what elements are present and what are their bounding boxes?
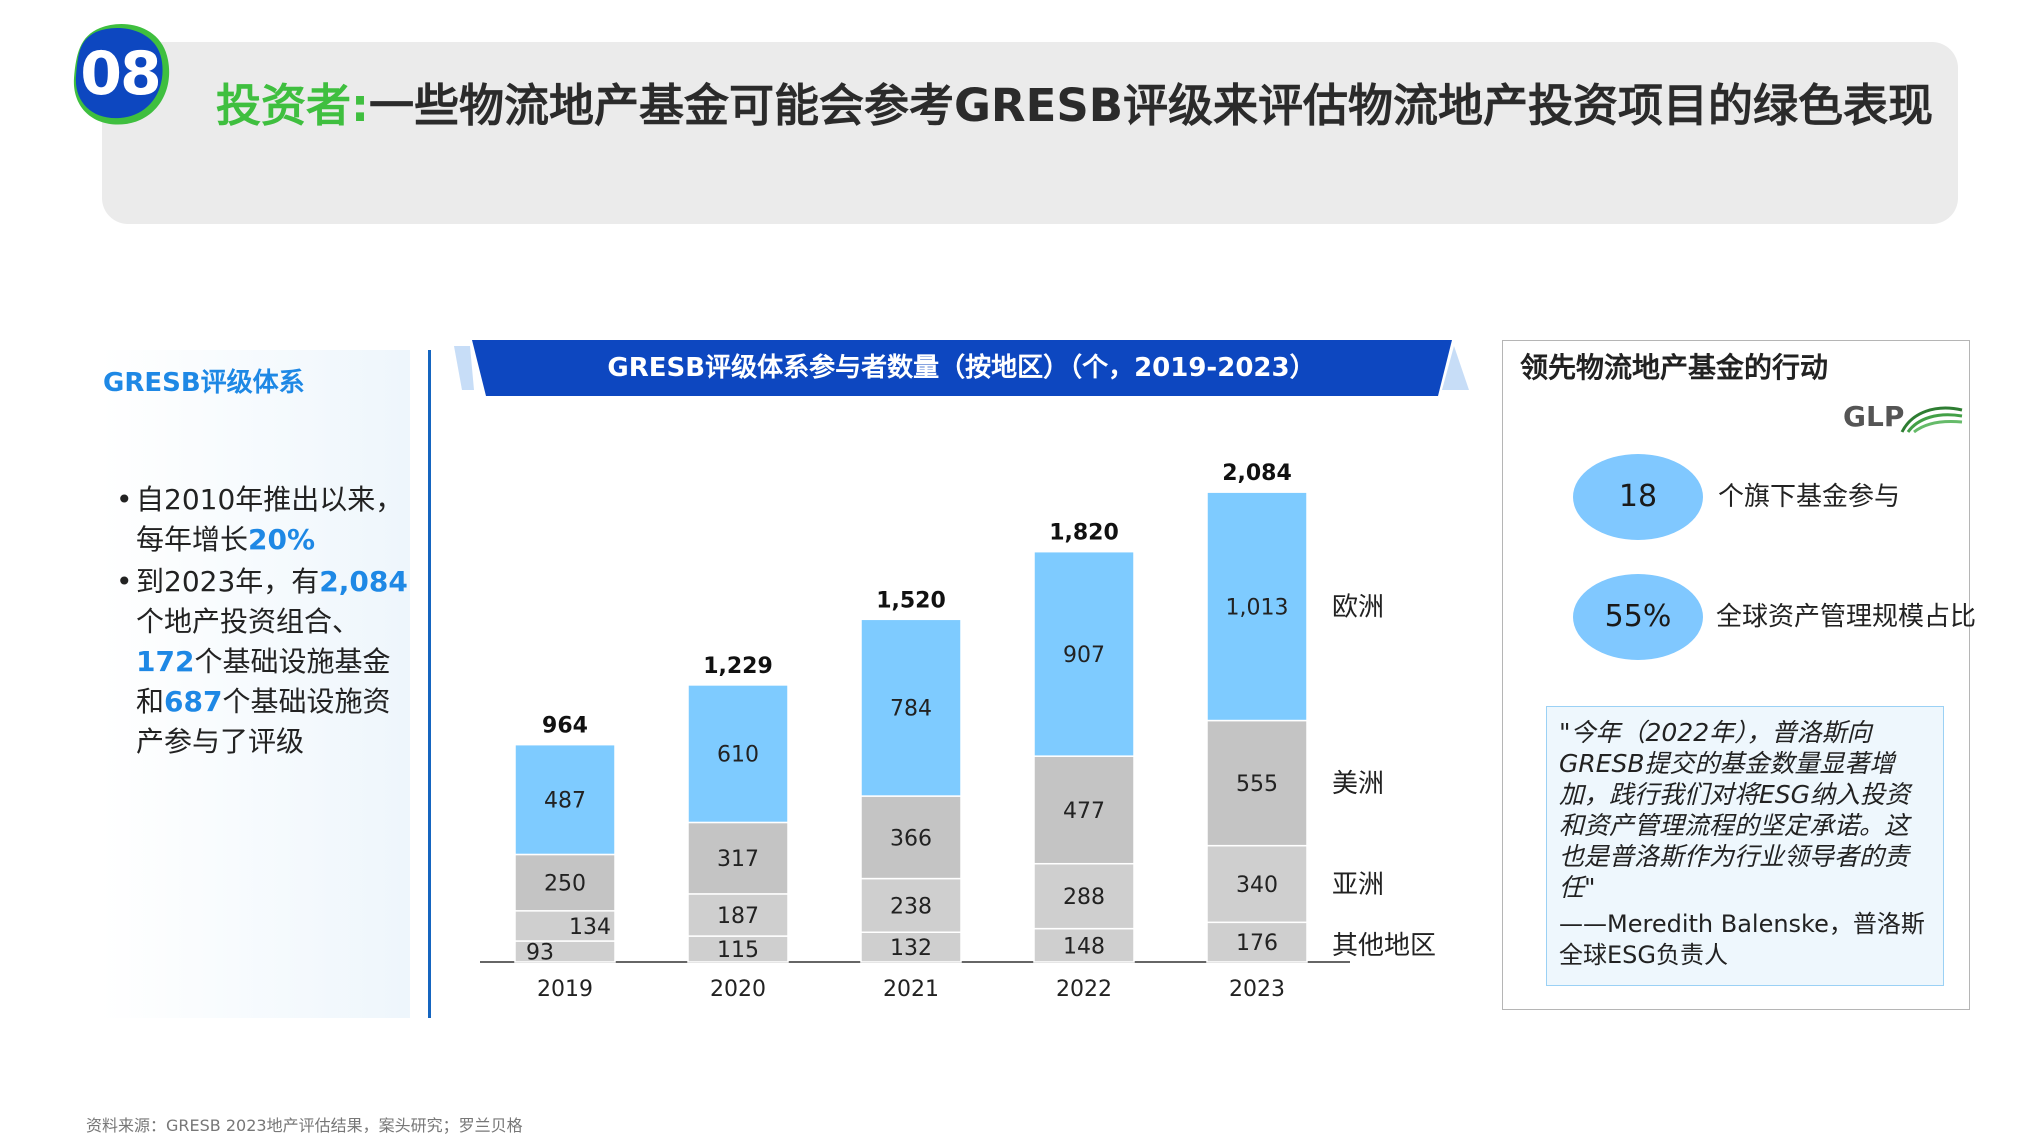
stat-ellipse: 55% <box>1573 574 1703 660</box>
glp-logo-text: GLP <box>1843 400 1905 433</box>
bar-segment <box>1206 491 1308 722</box>
legend-label: 欧洲 <box>1332 592 1384 622</box>
bar-value-label: 317 <box>717 847 759 872</box>
section-number: 08 <box>80 39 162 109</box>
legend-label: 亚洲 <box>1332 870 1384 900</box>
bar-value-label: 288 <box>1063 885 1105 910</box>
bar-segment <box>514 743 616 856</box>
badge-shape <box>73 23 170 125</box>
bar-value-label: 366 <box>890 826 932 851</box>
chart-title-banner <box>454 340 1469 396</box>
bar-segment <box>1033 550 1135 757</box>
bullet-highlight: 687 <box>164 685 223 718</box>
bar-segment <box>687 821 789 895</box>
left-panel <box>100 350 410 1018</box>
right-panel-title: 领先物流地产基金的行动 <box>1520 351 1829 384</box>
bar-total-label: 1,229 <box>703 654 773 679</box>
bar-segment <box>687 684 789 824</box>
stat-ellipse: 18 <box>1573 454 1703 540</box>
stacked-bar-chart: 93 134 250 487 964 2019 115 187 317 610 1,229 2020 1… <box>480 461 1436 1002</box>
title-accent: 投资者: <box>216 79 369 132</box>
x-tick-label: 2023 <box>1229 977 1285 1002</box>
x-tick-label: 2022 <box>1056 977 1112 1002</box>
bar-value-label: 1,013 <box>1226 595 1289 620</box>
x-tick-label: 2019 <box>537 977 593 1002</box>
bar-segment <box>1033 862 1135 930</box>
bar-segment <box>860 931 962 963</box>
bullet-text: 自2010年推出以来，每年增长20% <box>136 480 416 560</box>
left-panel-title: GRESB评级体系 <box>103 368 305 398</box>
bullet-dot: • <box>116 565 133 598</box>
quote-box: "今年（2022年），普洛斯向GRESB提交的基金数量显著增加，践行我们对将ES… <box>1546 706 1944 986</box>
bullet-text-part: 到2023年，有 <box>136 565 320 598</box>
bar-segment <box>1206 719 1308 847</box>
bar-value-label: 132 <box>890 936 932 961</box>
stat-label: 个旗下基金参与 <box>1718 482 1901 512</box>
bar-segment <box>1033 755 1135 865</box>
bar-segment <box>687 893 789 937</box>
bar-value-label: 610 <box>717 743 759 768</box>
bar-value-label: 115 <box>717 938 759 963</box>
legend-label: 其他地区 <box>1332 931 1436 961</box>
bar-total-label: 964 <box>542 714 588 739</box>
bullet-text-part: 个基础设施资产参与了评级 <box>136 685 391 758</box>
bar-segment <box>860 795 962 880</box>
chart-title: GRESB评级体系参与者数量（按地区）（个，2019-2023） <box>607 353 1316 383</box>
bar-value-label: 340 <box>1236 873 1278 898</box>
bullet-list: • 自2010年推出以来，每年增长20% • 到2023年，有2,084 个地产投… <box>116 480 416 764</box>
glp-logo-icon <box>1900 406 1963 434</box>
bullet-dot: • <box>116 483 133 516</box>
legend-label: 美洲 <box>1332 769 1384 799</box>
bar-segment <box>1206 921 1308 963</box>
bar-value-label: 187 <box>717 904 759 929</box>
quote-author: ——Meredith Balenske，普洛斯全球ESG负责人 <box>1559 910 1925 969</box>
x-tick-label: 2020 <box>710 977 766 1002</box>
bullet-text-part: 个基础设施基金和 <box>136 645 391 718</box>
bullet-highlight: 172 <box>136 645 195 678</box>
bar-value-label: 148 <box>1063 934 1105 959</box>
source-note: 资料来源：GRESB 2023地产评估结果，案头研究；罗兰贝格 <box>86 1116 523 1135</box>
left-divider <box>428 350 431 1018</box>
bar-value-label: 555 <box>1236 772 1278 797</box>
x-tick-label: 2021 <box>883 977 939 1002</box>
bar-value-label: 250 <box>544 872 586 897</box>
bar-value-label: 907 <box>1063 643 1105 668</box>
title-rest: 一些物流地产基金可能会参考GRESB评级来评估物流地产投资项目的绿色表现 <box>369 79 1934 132</box>
page-title: 投资者:一些物流地产基金可能会参考GRESB评级来评估物流地产投资项目的绿色表现 <box>216 70 1936 142</box>
bar-total-label: 2,084 <box>1222 461 1292 486</box>
bar-value-label: 176 <box>1236 931 1278 956</box>
stat-label: 全球资产管理规模占比 <box>1716 602 1977 632</box>
bar-total-label: 1,820 <box>1049 521 1119 546</box>
quote-text: "今年（2022年），普洛斯向GRESB提交的基金数量显著增加，践行我们对将ES… <box>1559 718 1911 902</box>
bar-segment <box>514 853 616 912</box>
bullet-text-part: 自2010年推出以来，每年增长 <box>136 483 404 556</box>
bullet-highlight: 20% <box>248 523 316 556</box>
bar-value-label: 93 <box>526 941 554 966</box>
bar-value-label: 784 <box>890 697 932 722</box>
bar-value-label: 238 <box>890 894 932 919</box>
bullet-highlight: 2,084 <box>319 565 408 598</box>
bullet-text-part: 个地产投资组合、 <box>136 605 361 638</box>
bar-value-label: 477 <box>1063 799 1105 824</box>
bar-segment <box>514 910 616 942</box>
bullet-item: • 到2023年，有2,084 个地产投资组合、 172个基础设施基金和687个基础… <box>116 562 416 762</box>
bar-segment <box>1206 844 1308 924</box>
header-background <box>102 42 1958 224</box>
bullet-text: 到2023年，有2,084 个地产投资组合、 172个基础设施基金和687个基础设施… <box>136 562 416 762</box>
bullet-item: • 自2010年推出以来，每年增长20% <box>116 480 416 560</box>
bar-segment <box>1033 927 1135 963</box>
bar-value-label: 487 <box>544 789 586 814</box>
bar-segment <box>860 877 962 933</box>
bar-total-label: 1,520 <box>876 588 946 613</box>
bar-value-label: 134 <box>569 915 611 940</box>
bar-segment <box>860 618 962 797</box>
